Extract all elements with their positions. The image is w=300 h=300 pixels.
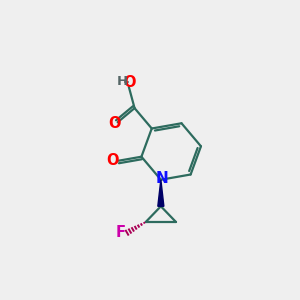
Text: O: O: [124, 75, 136, 90]
Text: O: O: [106, 153, 118, 168]
Text: N: N: [155, 171, 168, 186]
Text: F: F: [116, 225, 125, 240]
Polygon shape: [158, 180, 164, 206]
Text: O: O: [109, 116, 121, 131]
Text: H: H: [117, 75, 128, 88]
